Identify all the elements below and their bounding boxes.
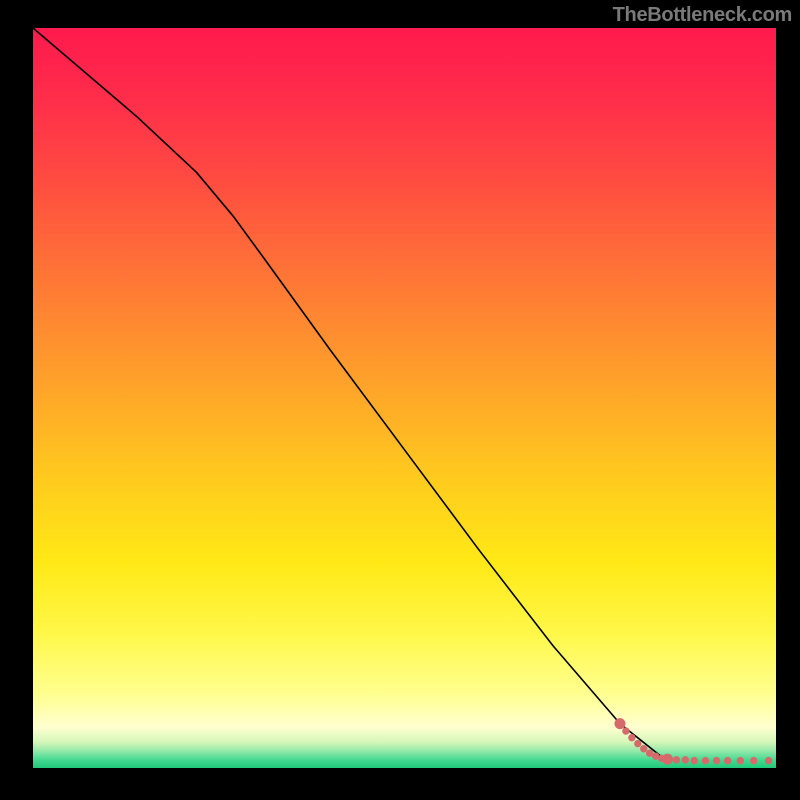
plot-area [33, 28, 776, 768]
chart-container: TheBottleneck.com [0, 0, 800, 800]
attribution-label: TheBottleneck.com [613, 4, 792, 27]
